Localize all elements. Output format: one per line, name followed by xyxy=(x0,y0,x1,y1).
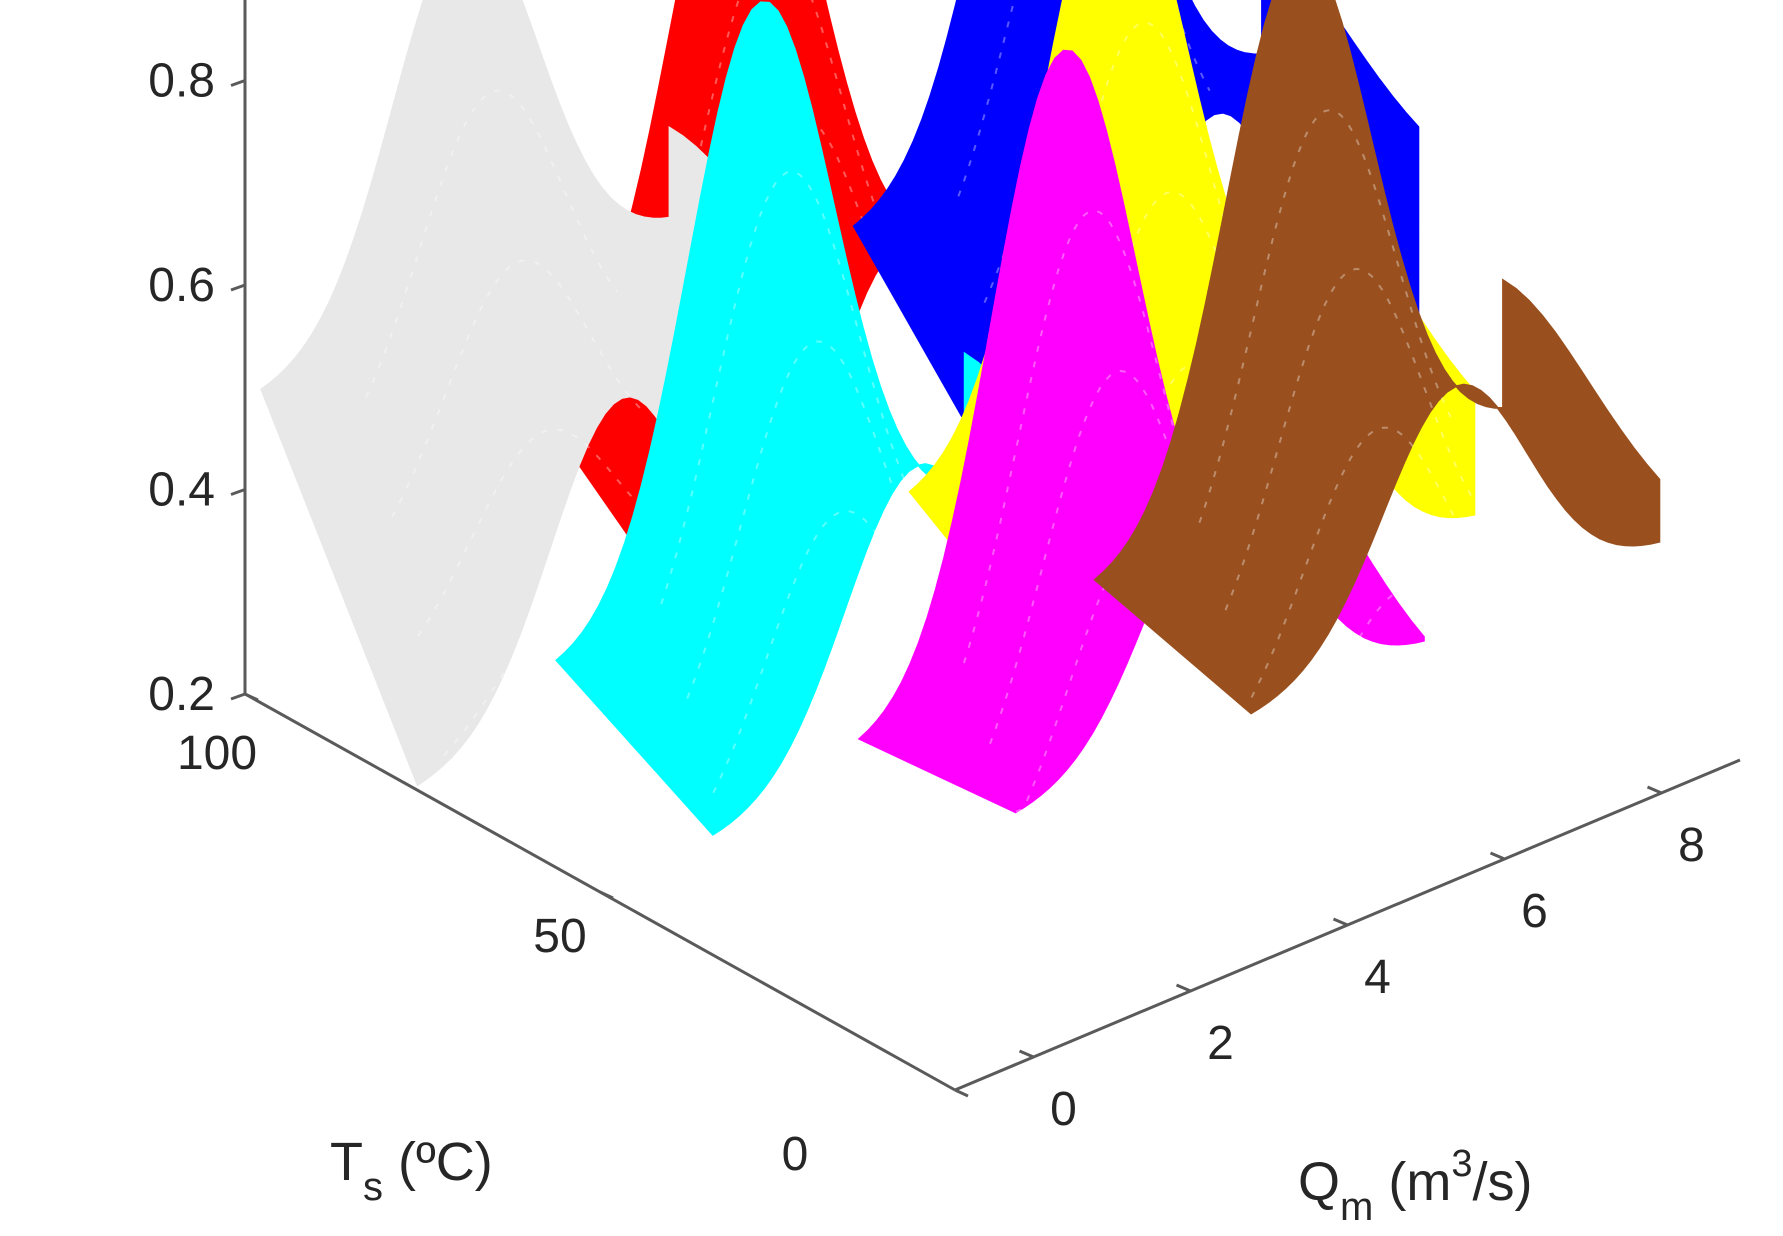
surfaces-group xyxy=(260,0,1661,865)
surface-series-0-mesh-line xyxy=(417,428,670,637)
x-tick-label: 8 xyxy=(1678,819,1705,872)
z-tick-label: 0.8 xyxy=(148,55,215,108)
y-tick-mark xyxy=(954,1088,969,1098)
z-tick-mark xyxy=(230,488,246,496)
z-tick-label: 0.2 xyxy=(148,668,215,721)
z-tick-label: 0.4 xyxy=(148,464,215,517)
surface-series-3-mesh-line xyxy=(686,340,940,699)
x-axis-label-unit-close: /s) xyxy=(1472,1152,1532,1212)
x-axis-label-sup: 3 xyxy=(1451,1143,1472,1185)
surface-series-5-mesh-line xyxy=(1067,734,1320,842)
z-tick-label: 0.6 xyxy=(148,259,215,312)
x-tick-mark xyxy=(1646,785,1663,795)
y-tick-label: 100 xyxy=(177,727,257,780)
y-axis-label-unit: (ºC) xyxy=(383,1132,493,1192)
x-tick-label: 6 xyxy=(1521,885,1548,938)
surface-series-1-mesh-line xyxy=(643,0,897,364)
z-tick-mark xyxy=(230,692,246,701)
surface-series-3-mesh-line xyxy=(712,510,966,794)
x-axis-label-main: Q xyxy=(1298,1152,1340,1212)
x-tick-mark xyxy=(1332,917,1349,927)
surface-series-6-mesh-line xyxy=(1303,635,1556,743)
z-tick-mark xyxy=(230,283,246,292)
y-tick-mark xyxy=(599,890,614,900)
x-tick-label: 2 xyxy=(1207,1017,1234,1070)
y-tick-label: 0 xyxy=(782,1128,809,1181)
surface-series-6-mesh-line xyxy=(1198,108,1452,524)
surface-series-3-mesh-line xyxy=(660,170,914,605)
surface-series-6-mesh-line xyxy=(1277,584,1530,729)
surface-series-6 xyxy=(1093,0,1661,715)
surface-series-2-mesh-line xyxy=(957,0,1211,197)
y-axis-label-main: T xyxy=(330,1132,363,1192)
y-tick-mark xyxy=(244,692,259,702)
x-tick-mark xyxy=(1018,1049,1035,1059)
surface-series-6-mesh-line xyxy=(1250,426,1504,698)
z-tick-mark xyxy=(230,79,246,87)
x-tick-mark xyxy=(1175,983,1192,993)
x-axis-label-sub: m xyxy=(1340,1185,1373,1229)
x-axis-label: Qm (m3/s) xyxy=(1298,1143,1532,1229)
y-axis-label-sub: s xyxy=(363,1165,383,1209)
x-tick-mark xyxy=(1489,851,1506,861)
ticks-group: 0.20.40.60.8105010002468 xyxy=(148,55,1705,1182)
x-tick-label: 4 xyxy=(1364,951,1391,1004)
surface-series-6-mesh-line xyxy=(1224,267,1478,611)
y-tick-label: 50 xyxy=(533,910,586,963)
y-axis-label: Ts (ºC) xyxy=(330,1132,493,1209)
x-axis-label-unit-open: (m xyxy=(1373,1152,1451,1212)
surface-series-0-mesh-line xyxy=(391,259,644,518)
x-tick-label: 0 xyxy=(1050,1083,1077,1136)
